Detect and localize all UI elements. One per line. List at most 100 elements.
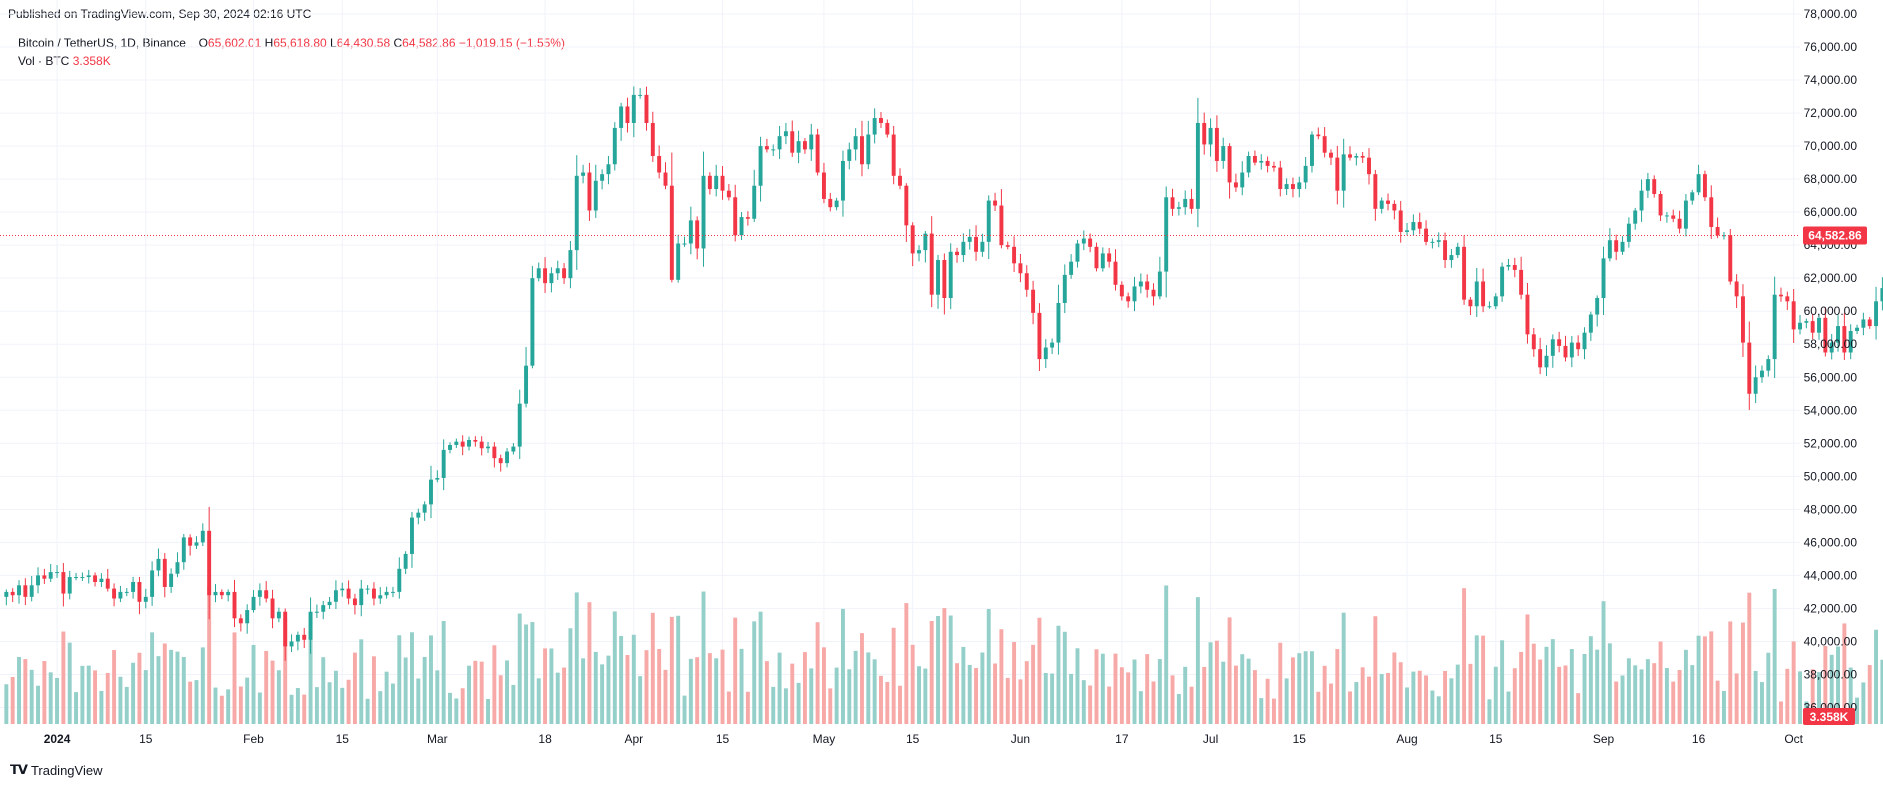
volume-bar [1062,631,1067,724]
volume-bar [1658,641,1663,724]
candle-body [923,233,928,251]
volume-bar [327,682,332,724]
volume-bar [1012,641,1017,724]
candle-body [1493,296,1498,307]
volume-bar [1151,681,1156,724]
candle-body [1607,240,1612,259]
volume-bar [562,667,567,724]
volume-bar [809,668,814,724]
volume-bar [619,635,624,724]
x-tick-label: Jul [1203,732,1218,746]
volume-bar [1500,640,1505,724]
volume-bar [631,634,636,724]
last-price-badge-text: 64,582.86 [1808,229,1862,243]
volume-bar [790,663,795,724]
candle-body [1829,342,1834,353]
candle-body [276,611,281,619]
candle-body [1386,200,1390,204]
candle-body [346,588,351,599]
volume-bar [1265,678,1270,724]
candle-body [10,591,15,596]
candle-body [1798,322,1802,330]
volume-bar [1367,676,1371,724]
symbol-description[interactable]: Bitcoin / TetherUS, 1D, Binance [18,36,186,50]
volume-bar [543,648,548,724]
candle-body [264,590,269,599]
volume-bar [1614,681,1619,724]
candle-body [1462,246,1467,300]
volume-bar [1037,617,1042,724]
candle-body [904,185,909,226]
volume-bar [352,652,357,724]
volume-bar [1538,659,1543,724]
volume-bar [169,649,174,724]
candle-body [1088,238,1093,247]
candle-body [55,572,60,574]
candle-body [1252,156,1257,163]
candle-body [321,605,326,612]
volume-bar [707,653,712,724]
candle-body [1284,184,1289,190]
candle-body [245,610,250,624]
candle-body [536,268,541,279]
volume-bar [42,661,47,724]
volume-bar [739,648,744,724]
footer-logo[interactable]: 𝗧𝗩 TradingView [10,762,102,778]
y-tick-label: 54,000.00 [1804,403,1858,417]
candle-body [1107,253,1112,262]
candle-body [479,441,484,449]
close-label: C [393,36,403,50]
volume-bar [156,656,161,724]
volume-bar [289,694,294,724]
candle-body [1633,210,1638,224]
candle-body [1297,182,1302,190]
volume-bar [1297,653,1302,724]
candle-body [1348,154,1352,158]
volume-bar [593,651,598,724]
volume-bar [23,659,28,724]
volume-bar [1766,652,1771,724]
candle-body [1341,154,1346,191]
candle-body [1842,326,1847,353]
candle-body [1278,167,1283,190]
volume-bar [1550,639,1555,724]
candle-body [74,577,79,579]
volume-bar [847,669,852,724]
volume-bar [1246,658,1251,724]
candle-body [340,588,345,591]
candle-body [1639,190,1644,211]
candle-body [1113,261,1118,285]
candle-body [974,236,979,252]
volume-bar [1024,661,1029,724]
chart-legend: Bitcoin / TetherUS, 1D, Binance O65,602.… [18,34,565,70]
x-tick-label: 2024 [44,732,71,746]
candle-body [1119,284,1124,297]
volume-bar [625,655,630,724]
candle-body [384,591,389,596]
low-value: 64,430.58 [336,36,391,50]
y-tick-label: 74,000.00 [1804,73,1858,87]
volume-bar [1284,678,1289,724]
candle-body [416,512,421,518]
candle-body [1836,326,1840,343]
volume-bar [581,658,586,724]
volume-bar [498,675,503,724]
volume-bar [1075,648,1080,724]
volume-bar [898,685,902,724]
volume-label[interactable]: Vol · BTC [18,54,70,68]
volume-bar [467,665,471,724]
close-value: 64,582.86 [402,36,456,50]
candle-body [1449,255,1454,261]
candle-body [17,585,21,596]
volume-bar [815,622,820,724]
candle-body [517,403,522,447]
last-volume-badge-text: 3.358K [1810,710,1849,724]
volume-bar [910,644,915,724]
volume-bar [1271,698,1276,724]
candle-body [834,200,839,208]
candle-body [1614,240,1619,252]
candle-body [1126,296,1131,302]
candle-body [866,134,871,165]
y-tick-label: 40,000.00 [1804,634,1858,648]
